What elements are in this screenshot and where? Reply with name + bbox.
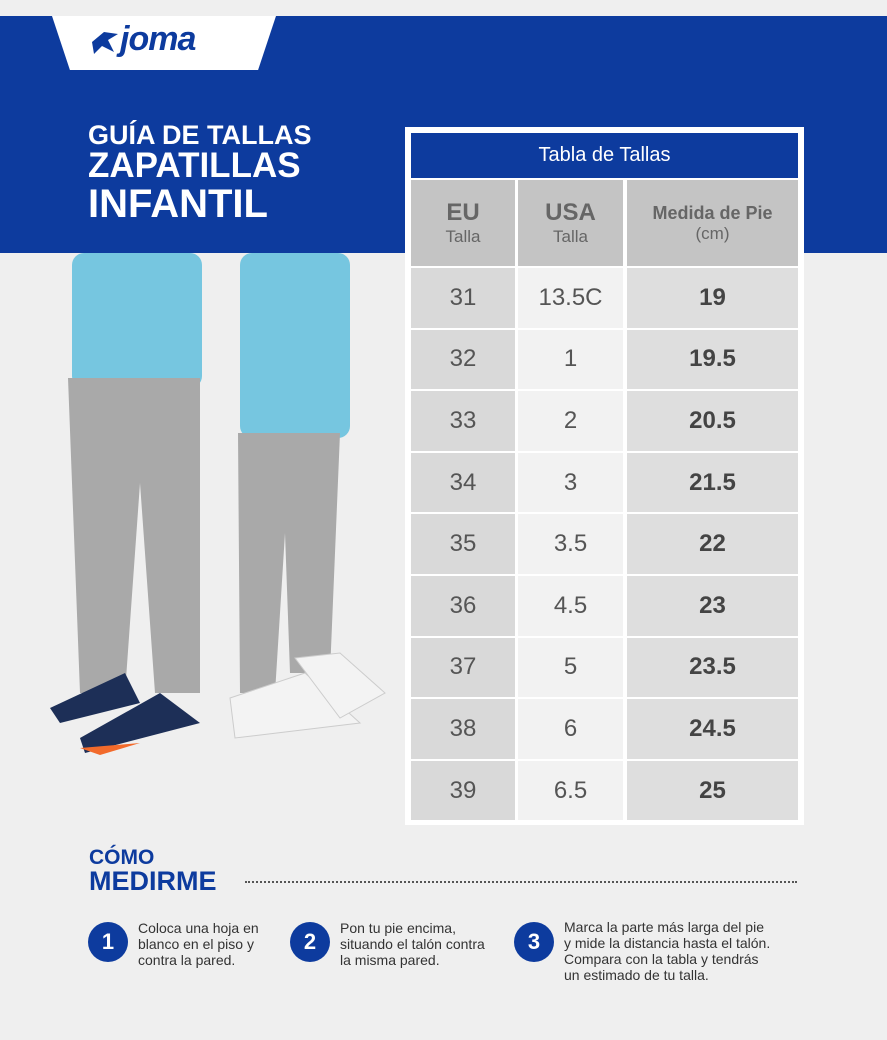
step-line: Pon tu pie encima, (340, 920, 456, 936)
header-main: EU (446, 199, 480, 226)
brand: joma (120, 20, 196, 58)
step-number: 1 (88, 922, 128, 962)
table-cell: 24.5 (627, 699, 798, 759)
step-text: Coloca una hoja en blanco en el piso y con… (138, 920, 259, 968)
title-line: INFANTIL (88, 182, 268, 226)
header-sub: Talla (445, 227, 481, 246)
kids-photo (50, 253, 386, 755)
table-cell: 33 (411, 391, 515, 451)
step-line: Compara con la tabla y tendrás (564, 951, 759, 967)
step-line: blanco en el piso y (138, 936, 254, 952)
column-header: EU Talla (411, 180, 515, 266)
column-header: Medida de Pie (cm) (627, 180, 798, 266)
table-cell: 37 (411, 637, 515, 698)
table-cell: 19 (627, 268, 798, 328)
table-cell: 1 (518, 329, 623, 390)
table-cell: 20.5 (627, 391, 798, 451)
table-cell: 25 (627, 760, 798, 821)
table-cell: 23.5 (627, 637, 798, 698)
step-line: Coloca una hoja en (138, 920, 259, 936)
logo-tab (52, 16, 276, 70)
step-number: 2 (290, 922, 330, 962)
table-cell: 6.5 (518, 760, 623, 821)
table-title: Tabla de Tallas (411, 133, 798, 178)
step-line: situando el talón contra (340, 936, 485, 952)
table-cell: 4.5 (518, 576, 623, 636)
table-cell: 6 (518, 699, 623, 759)
table-cell: 21.5 (627, 452, 798, 513)
table-cell: 23 (627, 576, 798, 636)
howto-title: CÓMO (89, 846, 155, 869)
table-cell: 22 (627, 514, 798, 574)
table-cell: 19.5 (627, 329, 798, 390)
step-line: y mide la distancia hasta el talón. (564, 935, 771, 951)
step-text: Marca la parte más larga del pie y mide l… (564, 919, 770, 983)
title-line: ZAPATILLAS (88, 146, 301, 185)
step-line: un estimado de tu talla. (564, 967, 709, 983)
table-cell: 3.5 (518, 514, 623, 574)
column-header: USA Talla (518, 180, 623, 266)
table-cell: 36 (411, 576, 515, 636)
step-text: Pon tu pie encima, situando el talón cont… (340, 920, 485, 968)
table-cell: 38 (411, 699, 515, 759)
table-cell: 3 (518, 452, 623, 513)
header-main: USA (545, 199, 596, 226)
title-line: GUÍA DE TALLAS (88, 120, 312, 150)
table-cell: 34 (411, 452, 515, 513)
table-cell: 31 (411, 268, 515, 328)
howto-title: MEDIRME (89, 866, 217, 896)
step-number: 3 (514, 922, 554, 962)
header-sub: Talla (553, 227, 588, 246)
step-line: contra la pared. (138, 952, 236, 968)
table-cell: 13.5C (518, 268, 623, 328)
table-cell: 32 (411, 329, 515, 390)
header-sub: (cm) (695, 223, 730, 243)
table-cell: 39 (411, 760, 515, 821)
header-main: Medida de Pie (652, 202, 773, 223)
table-cell: 35 (411, 514, 515, 574)
step-line: Marca la parte más larga del pie (564, 919, 764, 935)
dotted-rule (245, 881, 797, 883)
table-cell: 5 (518, 637, 623, 698)
table-cell: 2 (518, 391, 623, 451)
step-line: la misma pared. (340, 952, 440, 968)
logo-icon (92, 32, 118, 54)
